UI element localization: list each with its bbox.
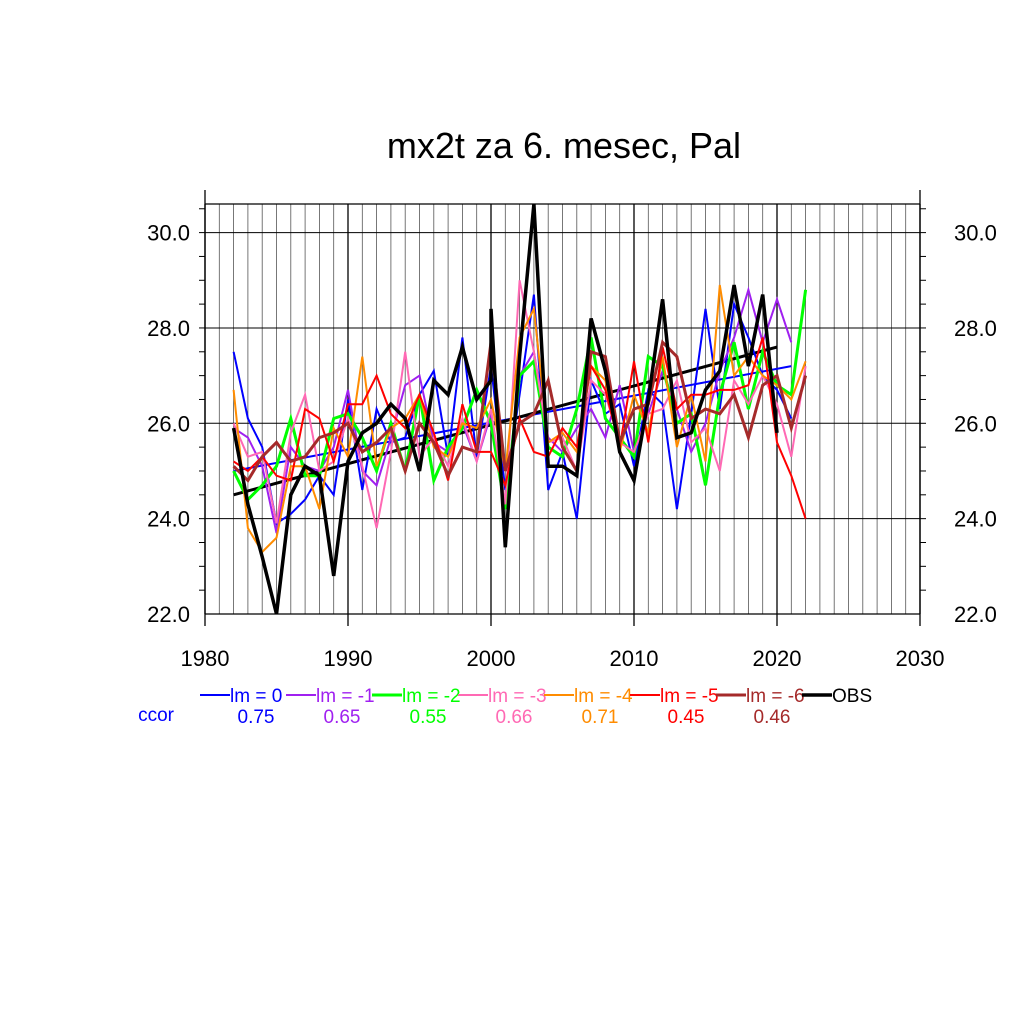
legend-corr-value: 0.45 xyxy=(668,707,705,728)
x-tick-label: 1980 xyxy=(181,646,230,671)
series-lines xyxy=(231,203,808,615)
legend-label: OBS xyxy=(832,686,872,707)
x-tick-label: 2000 xyxy=(467,646,516,671)
y-tick-label-right: 24.0 xyxy=(954,507,997,532)
series-line xyxy=(233,337,807,520)
legend: ccor lm = 00.75 lm = -10.65 lm = -20.55 lm =… xyxy=(138,686,872,728)
legend-corr-value: 0.65 xyxy=(324,707,361,728)
legend-corr-value: 0.46 xyxy=(754,707,791,728)
x-tick-label: 2020 xyxy=(753,646,802,671)
trend-lines xyxy=(233,345,792,497)
corr-label: ccor xyxy=(138,705,175,726)
x-tick-label: 1990 xyxy=(324,646,373,671)
legend-label: lm = -2 xyxy=(402,686,461,707)
series-line xyxy=(232,280,807,529)
legend-corr-value: 0.71 xyxy=(582,707,619,728)
y-tick-label-left: 30.0 xyxy=(147,221,190,246)
legend-label: lm = -4 xyxy=(574,686,633,707)
legend-label: lm = -6 xyxy=(746,686,805,707)
series-line xyxy=(232,284,807,554)
legend-label: lm = -5 xyxy=(660,686,719,707)
trend-line xyxy=(233,345,778,497)
legend-corr-value: 0.75 xyxy=(238,707,275,728)
series-line xyxy=(232,339,808,483)
legend-label: lm = 0 xyxy=(230,686,282,707)
y-tick-label-right: 26.0 xyxy=(954,411,997,436)
series-line xyxy=(231,203,779,615)
y-tick-label-right: 22.0 xyxy=(954,602,997,627)
y-tick-label-left: 26.0 xyxy=(147,411,190,436)
x-tick-label: 2030 xyxy=(896,646,945,671)
x-tick-label: 2010 xyxy=(610,646,659,671)
legend-corr-value: 0.66 xyxy=(496,707,533,728)
y-tick-label-left: 24.0 xyxy=(147,507,190,532)
y-tick-label-right: 30.0 xyxy=(954,221,997,246)
legend-label: lm = -1 xyxy=(316,686,375,707)
plot-frame xyxy=(204,190,921,615)
legend-corr-value: 0.55 xyxy=(410,707,447,728)
axis-ticks: 22.0 22.0 24.0 24.0 26.0 26.0 28.0 28.0 30.0 30.0… xyxy=(147,208,997,671)
legend-label: lm = -3 xyxy=(488,686,547,707)
y-tick-label-right: 28.0 xyxy=(954,316,997,341)
y-tick-label-left: 22.0 xyxy=(147,602,190,627)
y-tick-label-left: 28.0 xyxy=(147,316,190,341)
chart-title: mx2t za 6. mesec, Pal xyxy=(387,125,741,166)
